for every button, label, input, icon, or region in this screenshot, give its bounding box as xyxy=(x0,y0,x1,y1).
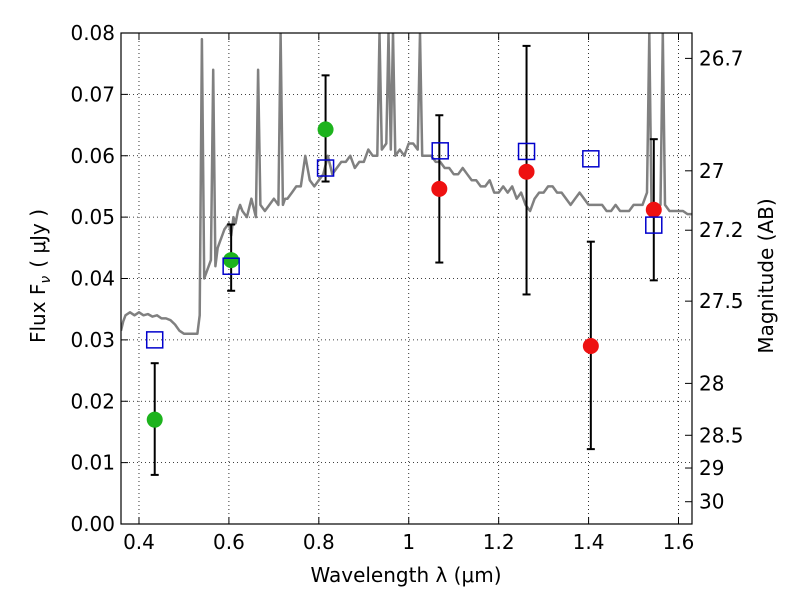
template-spectrum-layer xyxy=(121,33,692,335)
green-point xyxy=(223,252,240,269)
x-tick-label: 1.4 xyxy=(573,530,605,554)
blue-square-point xyxy=(145,331,164,349)
green-point xyxy=(146,411,163,428)
red-point xyxy=(582,338,599,355)
x-tick-label: 0.8 xyxy=(303,530,335,554)
y-tick-label: 0.05 xyxy=(70,205,115,229)
mag-tick-label: 30 xyxy=(699,490,724,514)
y-tick-label: 0.04 xyxy=(70,267,115,291)
y-axis-label-unit: ( μJy ) xyxy=(26,209,50,268)
axis-ticks xyxy=(121,32,692,525)
svg-text:Flux Fν( μJy ): Flux Fν ( μJy ) xyxy=(26,209,54,343)
blue-square-point xyxy=(517,142,536,161)
mag-tick-label: 27 xyxy=(699,159,724,183)
y-tick-label: 0.06 xyxy=(70,144,115,168)
blue-square-point xyxy=(431,142,449,160)
red-point xyxy=(518,163,535,180)
template-spectrum-line xyxy=(121,33,692,335)
blue-square-point xyxy=(645,216,663,234)
x-axis-label: Wavelength λ (μm) xyxy=(310,563,501,587)
red-point xyxy=(431,180,448,197)
y-axis-label-subscript: ν xyxy=(38,276,54,284)
y-axis-label-text: Flux F xyxy=(26,284,50,343)
y-tick-label: 0.01 xyxy=(70,451,115,475)
x-tick-label: 1 xyxy=(402,530,415,554)
plot-frame xyxy=(120,32,693,525)
mag-tick-label: 27.2 xyxy=(699,218,744,242)
red-point xyxy=(645,201,662,218)
y-tick-label: 0.08 xyxy=(70,21,115,45)
mag-tick-label: 29 xyxy=(699,456,724,480)
x-tick-label: 1.2 xyxy=(483,530,515,554)
y-tick-label: 0.00 xyxy=(70,512,115,536)
blue-square-point xyxy=(316,159,335,177)
green-point xyxy=(317,121,334,138)
y-tick-label: 0.02 xyxy=(70,389,115,413)
y-tick-label: 0.07 xyxy=(70,82,115,106)
mag-tick-label: 28 xyxy=(699,371,724,395)
mag-tick-label: 26.7 xyxy=(699,46,744,70)
x-tick-label: 1.6 xyxy=(663,530,695,554)
mag-tick-label: 28.5 xyxy=(699,423,744,447)
mag-tick-label: 27.5 xyxy=(699,289,744,313)
data-markers xyxy=(145,121,663,428)
y-axis-label: Flux Fν ( μJy ) xyxy=(26,209,54,343)
right-axis-label: Magnitude (AB) xyxy=(754,198,778,353)
x-tick-label: 0.6 xyxy=(213,530,245,554)
blue-square-point xyxy=(582,150,600,168)
y-tick-label: 0.03 xyxy=(70,328,115,352)
tick-labels: 0.4 0.6 0.8 1 1.2 1.4 1.6 0.00 0.01 0.02 0.03 0.04 0… xyxy=(70,21,743,554)
blue-square-point xyxy=(222,257,240,275)
grid xyxy=(121,32,692,525)
x-tick-label: 0.4 xyxy=(123,530,155,554)
